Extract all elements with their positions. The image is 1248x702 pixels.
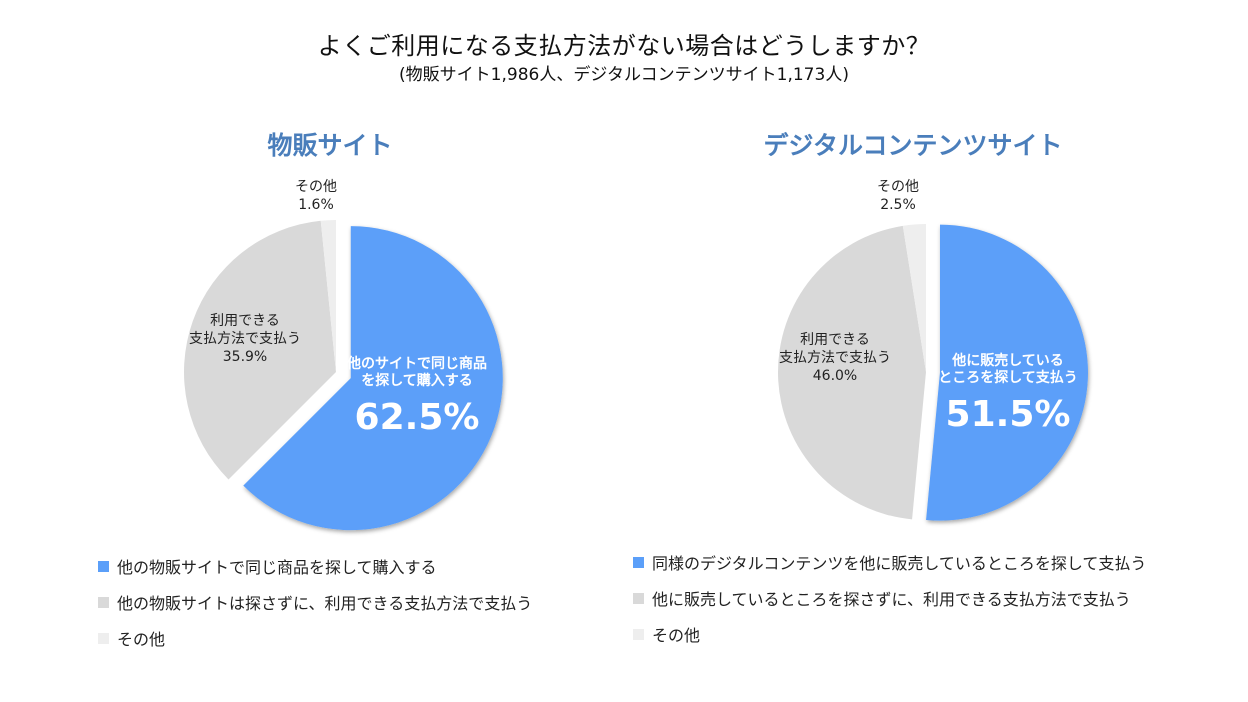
pie-slice-0-2 [320,220,336,372]
legend-item-1-1: 他に販売しているところを探さずに、利用できる支払方法で支払う [633,588,1131,609]
pie-value-0-1: 35.9% [223,349,267,365]
legend-label-0-1: 他の物販サイトは探さずに、利用できる支払方法で支払う [117,594,533,613]
legend-label-1-2: その他 [652,626,701,645]
legend-item-0-0: 他の物販サイトで同じ商品を探して購入する [98,556,437,577]
legend-swatch-0-0 [98,560,109,572]
pie-label-1-1-0: 利用できる [800,332,870,348]
page-subtitle: (物販サイト1,986人、デジタルコンテンツサイト1,173人) [399,65,849,85]
pie-label-1-2-0: その他 [877,179,919,195]
legend-item-1-0: 同様のデジタルコンテンツを他に販売しているところを探して支払う [633,552,1147,573]
legend-item-1-2: その他 [633,624,701,645]
pie-digital: 他に販売しているところを探して支払う 51.5% 利用できる支払方法で支払う 46.0… [777,179,1088,521]
legend-swatch-0-1 [98,596,109,608]
legend-item-0-2: その他 [98,628,166,649]
pie-slice-0-1 [184,220,336,480]
pie-label-0-0-0: 他のサイトで同じ商品 [346,355,487,372]
pie-slice-1-2 [902,224,926,372]
pie-label-1-1-1: 支払方法で支払う [779,350,891,366]
legend-label-0-0: 他の物販サイトで同じ商品を探して購入する [117,558,437,577]
legend-swatch-1-0 [633,556,644,568]
legend-label-1-1: 他に販売しているところを探さずに、利用できる支払方法で支払う [652,590,1131,609]
pie-slice-1-0 [926,224,1088,521]
legend-swatch-1-1 [633,592,644,604]
chart-title-goods: 物販サイト [267,131,393,160]
pie-label-1-0-0: 他に販売している [951,352,1064,369]
legend-swatch-1-2 [633,628,644,640]
pie-label-0-2-0: その他 [295,179,337,195]
legend-swatch-0-2 [98,632,109,644]
pie-value-1-1: 46.0% [813,368,857,384]
pie-label-1-0-1: ところを探して支払う [938,369,1078,386]
chart-title-digital: デジタルコンテンツサイト [763,131,1063,160]
pie-value-1-2: 2.5% [880,197,916,213]
pie-label-0-1-1: 支払方法で支払う [189,331,301,347]
pie-value-0-2: 1.6% [298,197,334,213]
legend-item-0-1: 他の物販サイトは探さずに、利用できる支払方法で支払う [98,592,533,613]
pie-label-0-1-0: 利用できる [210,313,280,329]
pie-value-1-0: 51.5% [946,394,1071,435]
pie-value-0-0: 62.5% [355,397,480,438]
legend-label-0-2: その他 [117,630,166,649]
pie-label-0-0-1: を探して購入する [361,372,473,389]
pie-slice-0-0 [243,226,503,531]
page-title: よくご利用になる支払方法がない場合はどうしますか？ [317,32,931,60]
pie-slice-1-1 [777,225,926,520]
legend-label-1-0: 同様のデジタルコンテンツを他に販売しているところを探して支払う [652,554,1147,573]
